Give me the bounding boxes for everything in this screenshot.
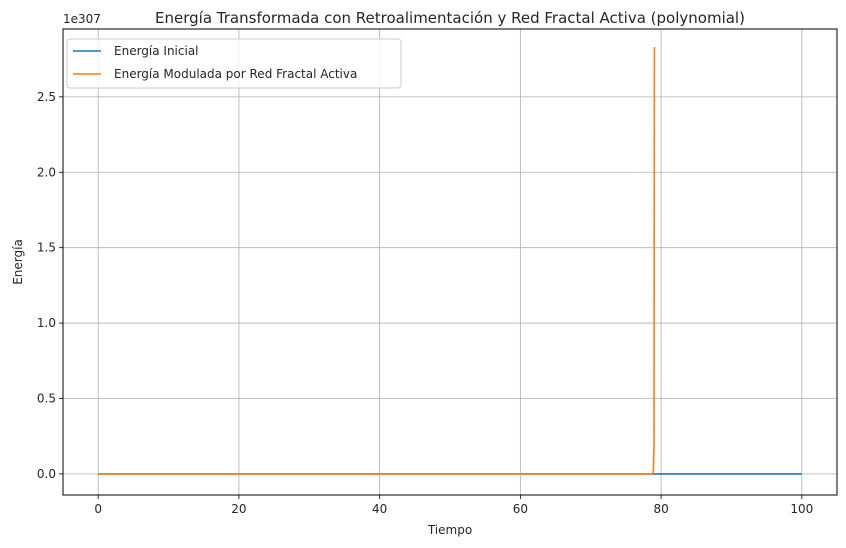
y-offset-label: 1e307 <box>63 12 101 26</box>
legend-label-initial: Energía Inicial <box>114 44 199 58</box>
x-tick-label: 40 <box>372 502 387 516</box>
chart-title: Energía Transformada con Retroalimentaci… <box>155 9 745 27</box>
plot-frame <box>62 28 838 496</box>
y-tick-label: 1.5 <box>37 241 56 255</box>
legend-label-modulated: Energía Modulada por Red Fractal Activa <box>114 67 357 81</box>
y-tick-label: 2.5 <box>37 90 56 104</box>
x-axis-label: Tiempo <box>427 523 472 537</box>
series-layer <box>98 47 802 475</box>
y-tick-label: 0.0 <box>37 467 56 481</box>
x-tick-label: 60 <box>513 502 528 516</box>
x-tick-label: 100 <box>790 502 813 516</box>
legend-box <box>66 38 402 89</box>
x-tick-label: 20 <box>231 502 246 516</box>
plot-area <box>62 28 838 496</box>
y-tick-label: 2.0 <box>37 165 56 179</box>
y-axis: 0.0 0.5 1.0 1.5 2.0 2.5 <box>37 90 63 481</box>
x-tick-label: 80 <box>653 502 668 516</box>
x-axis: 0 20 40 60 80 100 <box>94 495 813 516</box>
x-tick-label: 0 <box>94 502 102 516</box>
y-tick-label: 1.0 <box>37 316 56 330</box>
y-tick-label: 0.5 <box>37 391 56 405</box>
series-line-1 <box>98 47 656 475</box>
legend: Energía Inicial Energía Modulada por Red… <box>66 38 402 89</box>
y-axis-label: Energía <box>11 239 25 285</box>
